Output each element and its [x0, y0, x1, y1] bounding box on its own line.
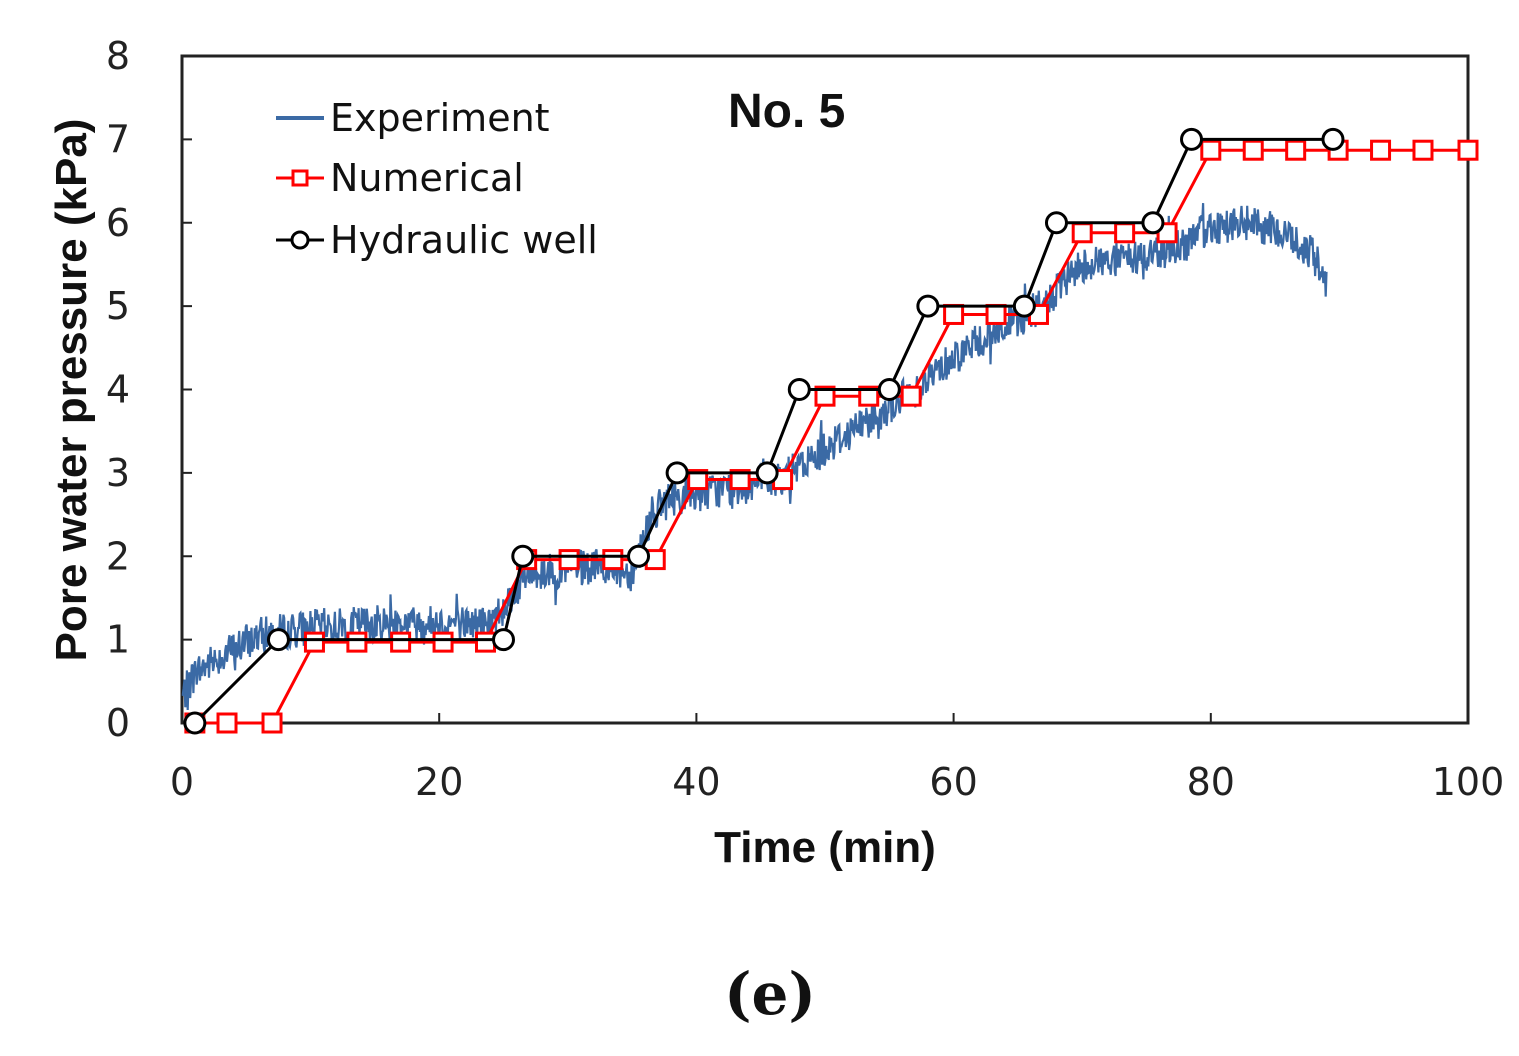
y-tick-label: 4: [106, 368, 130, 412]
numerical-point: [602, 549, 624, 571]
x-tick-label: 20: [415, 760, 463, 804]
numerical-point: [474, 631, 496, 653]
y-tick-label: 6: [106, 201, 130, 245]
hydraulic-well-point: [492, 628, 515, 652]
legend: Experiment Numerical Hydraulic well: [276, 96, 598, 262]
panel-label: (e): [724, 960, 816, 1028]
hydraulic-well-point: [755, 461, 779, 485]
y-tick-label: 3: [106, 451, 130, 495]
hydraulic-well-point: [1012, 294, 1036, 318]
numerical-point: [729, 469, 751, 491]
numerical-point: [261, 712, 283, 734]
hydraulic-well-point: [787, 378, 811, 401]
hydraulic-well-point: [1141, 211, 1165, 235]
hydraulic-well-point: [183, 711, 207, 735]
numerical-point: [1285, 139, 1307, 161]
legend-marker-numerical: [291, 169, 309, 187]
chart-title: No. 5: [728, 85, 845, 138]
numerical-point: [814, 385, 836, 407]
y-tick-label: 7: [106, 117, 130, 161]
hydraulic-well-point: [511, 544, 535, 568]
hydraulic-well-point: [877, 378, 901, 401]
y-tick-label: 8: [106, 34, 130, 78]
numerical-point: [1457, 139, 1479, 161]
legend-label-experiment: Experiment: [330, 96, 550, 140]
y-axis-ticks: 0 1 2 3 4 5 6 7 8: [106, 34, 192, 745]
plot-content: [181, 127, 1479, 735]
numerical-point: [1412, 139, 1434, 161]
hydraulic-well-point: [627, 544, 651, 568]
x-tick-label: 100: [1432, 760, 1505, 804]
numerical-point: [346, 631, 368, 653]
numerical-point: [1200, 139, 1222, 161]
y-tick-label: 1: [106, 618, 130, 662]
hydraulic-well-point: [266, 628, 290, 652]
y-tick-label: 0: [106, 701, 130, 745]
x-axis-ticks: 0 20 40 60 80 100: [170, 713, 1504, 804]
numerical-point: [943, 303, 965, 325]
y-tick-label: 2: [106, 534, 130, 578]
legend-marker-hydraulic-well: [290, 230, 310, 250]
legend-label-numerical: Numerical: [330, 156, 524, 200]
x-tick-label: 60: [929, 760, 977, 804]
numerical-point: [1242, 139, 1264, 161]
numerical-point: [432, 631, 454, 653]
hydraulic-well-point: [1321, 127, 1345, 151]
numerical-point: [1114, 222, 1136, 244]
x-tick-label: 0: [170, 760, 194, 804]
numerical-point: [985, 303, 1007, 325]
numerical-point: [858, 385, 880, 407]
hydraulic-well-point: [916, 294, 940, 318]
y-axis-title: Pore water pressure (kPa): [47, 119, 96, 662]
numerical-point: [687, 469, 709, 491]
hydraulic-well-point: [1044, 211, 1068, 235]
numerical-point: [303, 631, 325, 653]
legend-label-hydraulic-well: Hydraulic well: [330, 218, 598, 262]
numerical-point: [216, 712, 238, 734]
numerical-point: [900, 385, 922, 407]
numerical-point: [558, 549, 580, 571]
hydraulic-well-point: [1180, 127, 1204, 151]
x-tick-label: 40: [672, 760, 720, 804]
x-axis-title: Time (min): [714, 823, 936, 872]
numerical-point: [1370, 139, 1392, 161]
numerical-point: [390, 631, 412, 653]
hydraulic-well-point: [665, 461, 689, 485]
x-tick-label: 80: [1187, 760, 1235, 804]
numerical-point: [1071, 222, 1093, 244]
y-tick-label: 5: [106, 284, 130, 328]
